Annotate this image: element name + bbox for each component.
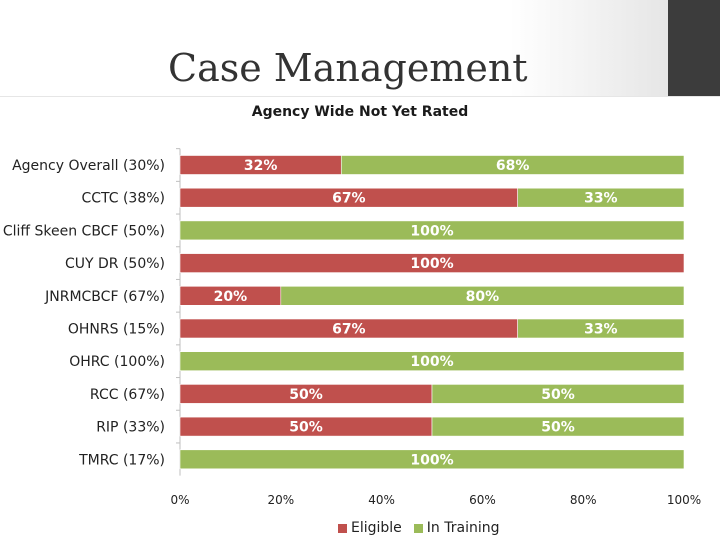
bar-segment-eligible bbox=[179, 253, 685, 273]
legend-swatch-eligible bbox=[338, 523, 347, 533]
legend-item-in-training: In Training bbox=[413, 520, 500, 536]
header-decoration bbox=[510, 0, 668, 96]
category-label: CUY DR (50%) bbox=[65, 256, 165, 272]
bar-segment-in-training bbox=[280, 285, 685, 306]
data-label: 67% bbox=[332, 322, 366, 338]
data-label: 100% bbox=[410, 354, 453, 370]
legend-label-eligible: Eligible bbox=[351, 520, 402, 536]
category-label: Cliff Skeen CBCF (50%) bbox=[3, 223, 165, 239]
x-tick-label: 60% bbox=[469, 493, 496, 507]
category-label: RCC (67%) bbox=[90, 387, 165, 403]
data-label: 33% bbox=[584, 191, 618, 207]
header-divider bbox=[0, 96, 720, 97]
category-label: RIP (33%) bbox=[96, 420, 165, 436]
bar-segment-in-training bbox=[517, 318, 685, 339]
data-label: 20% bbox=[214, 289, 248, 305]
x-tick-label: 80% bbox=[570, 493, 597, 507]
data-label: 100% bbox=[410, 452, 453, 468]
data-label: 100% bbox=[410, 223, 453, 239]
legend-label-in-training: In Training bbox=[426, 520, 500, 536]
bar-segment-in-training bbox=[179, 220, 685, 241]
category-label: TMRC (17%) bbox=[78, 452, 165, 468]
x-tick-label: 40% bbox=[368, 493, 395, 507]
data-label: 50% bbox=[541, 387, 575, 403]
x-tick-label: 20% bbox=[267, 493, 294, 507]
data-label: 32% bbox=[244, 158, 278, 174]
x-tick-label: 100% bbox=[667, 493, 701, 507]
category-label: JNRMCBCF (67%) bbox=[44, 289, 165, 305]
data-label: 50% bbox=[289, 420, 323, 436]
legend-item-eligible: Eligible bbox=[338, 520, 402, 536]
bar-segment-in-training bbox=[431, 416, 685, 437]
data-label: 80% bbox=[466, 289, 500, 305]
header-corner-block bbox=[668, 0, 720, 96]
category-label: Agency Overall (30%) bbox=[12, 158, 165, 174]
category-label: OHNRS (15%) bbox=[68, 322, 165, 338]
chart-legend: Eligible In Training bbox=[338, 520, 512, 536]
slide-title: Case Management bbox=[168, 46, 528, 90]
category-label: OHRC (100%) bbox=[69, 354, 165, 370]
bar-segment-in-training bbox=[431, 384, 685, 404]
category-label: CCTC (38%) bbox=[81, 191, 165, 207]
data-label: 33% bbox=[584, 322, 618, 338]
data-label: 50% bbox=[289, 387, 323, 403]
bar-segment-in-training bbox=[179, 351, 685, 372]
bar-segment-in-training bbox=[179, 449, 685, 470]
data-label: 68% bbox=[496, 158, 530, 174]
data-label: 100% bbox=[410, 256, 453, 272]
data-label: 67% bbox=[332, 191, 366, 207]
chart-title: Agency Wide Not Yet Rated bbox=[251, 104, 469, 120]
bar-segment-in-training bbox=[340, 155, 685, 175]
x-tick-label: 0% bbox=[170, 493, 189, 507]
legend-swatch-in-training bbox=[413, 523, 423, 533]
bar-segment-in-training bbox=[517, 187, 685, 208]
data-label: 50% bbox=[541, 420, 575, 436]
